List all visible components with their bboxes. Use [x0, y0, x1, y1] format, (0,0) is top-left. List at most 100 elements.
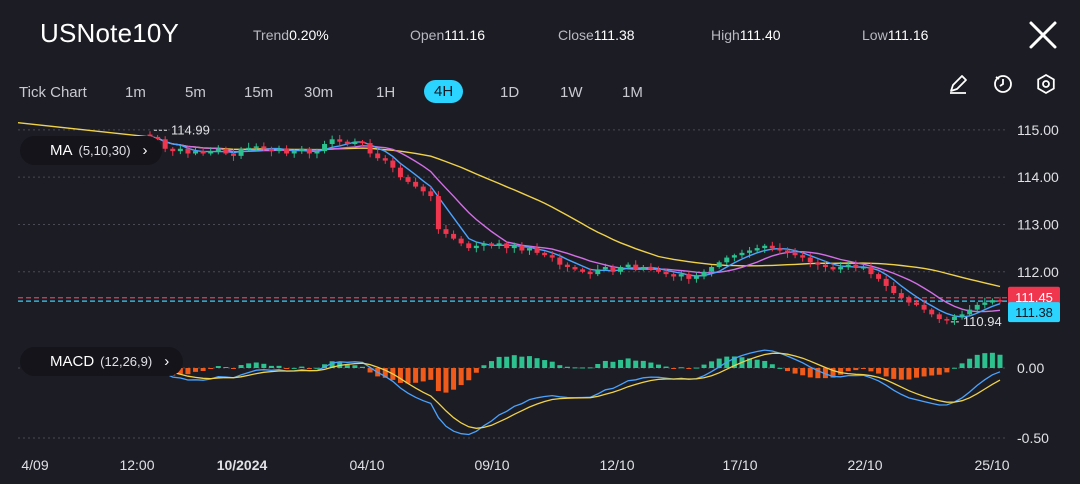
macd-hist-down: [929, 368, 935, 376]
tf-1h[interactable]: 1H: [376, 84, 396, 101]
draw-button[interactable]: [947, 73, 969, 95]
candle-down: [549, 255, 555, 258]
tf-1m[interactable]: 1m: [125, 84, 146, 101]
trend-stat: Trend0.20%: [253, 27, 329, 43]
macd-hist-down: [185, 368, 191, 375]
candle-down: [868, 267, 874, 275]
candle-down: [375, 153, 381, 159]
candle-up: [701, 271, 707, 277]
macd-hist-down: [898, 368, 904, 380]
x-tick-label: 22/10: [847, 457, 882, 473]
tf-1w[interactable]: 1W: [560, 84, 583, 101]
candle-down: [170, 148, 176, 152]
macd-hist-up: [215, 366, 221, 368]
candle-down: [162, 139, 168, 149]
candle-down: [443, 229, 449, 234]
ma-params: (5,10,30): [78, 143, 131, 158]
tf-15m[interactable]: 15m: [244, 84, 274, 101]
macd-label: MACD: [50, 353, 95, 370]
candle-up: [951, 316, 957, 321]
candle-down: [382, 158, 388, 161]
candle-up: [709, 267, 715, 272]
macd-hist-down: [860, 368, 866, 370]
macd-hist-up: [618, 359, 624, 368]
tf-1d[interactable]: 1D: [500, 84, 520, 101]
macd-hist-down: [382, 368, 388, 378]
macd-hist-up: [238, 365, 244, 368]
ma-indicator-pill[interactable]: MA (5,10,30) ›: [20, 136, 162, 165]
macd-hist-up: [268, 365, 274, 368]
candle-up: [747, 250, 753, 253]
candle-up: [739, 252, 745, 256]
tf-30m[interactable]: 30m: [304, 84, 334, 101]
macd-hist-up: [731, 356, 737, 368]
settings-button[interactable]: [1035, 73, 1057, 95]
macd-hist-up: [709, 361, 715, 368]
candle-up: [959, 314, 965, 317]
candle-up: [716, 262, 722, 268]
tf-5m[interactable]: 5m: [185, 84, 206, 101]
candle-down: [306, 148, 312, 154]
candle-up: [974, 304, 980, 310]
candle-down: [610, 267, 616, 272]
candle-up: [314, 151, 320, 154]
candle-up: [595, 269, 601, 275]
tf-tick-chart[interactable]: Tick Chart: [19, 84, 87, 101]
candle-down: [466, 243, 472, 249]
candle-down: [344, 141, 350, 145]
tf-1mo[interactable]: 1M: [622, 84, 643, 101]
ma-label: MA: [50, 142, 73, 159]
candle-down: [655, 269, 661, 272]
tf-4h[interactable]: 4H: [424, 80, 464, 103]
macd-hist-up: [982, 353, 988, 368]
candle-down: [671, 274, 677, 277]
candle-down: [534, 248, 540, 253]
candle-down: [785, 250, 790, 253]
candle-down: [815, 262, 821, 265]
macd-hist-up: [762, 360, 768, 368]
candle-down: [557, 257, 563, 265]
macd-hist-down: [800, 368, 806, 376]
macd-hist-up: [716, 358, 722, 368]
candle-down: [807, 257, 813, 263]
ma5-line: [149, 136, 1001, 318]
macd-hist-down: [466, 368, 472, 381]
candle-up: [322, 144, 328, 152]
macd-hist-down: [822, 368, 828, 379]
symbol-title: USNote10Y: [40, 18, 180, 48]
candle-up: [618, 267, 624, 272]
candle-down: [489, 243, 495, 246]
macd-y-tick-label: -0.50: [1017, 430, 1049, 446]
close-button[interactable]: [1028, 20, 1058, 50]
reference-price-label: 111.45: [1015, 290, 1053, 305]
macd-hist-up: [261, 363, 267, 368]
macd-hist-down: [193, 368, 199, 372]
macd-hist-up: [587, 367, 593, 369]
macd-hist-up: [526, 356, 532, 368]
macd-hist-up: [223, 367, 229, 369]
candle-up: [253, 146, 259, 148]
low-stat: Low111.16: [862, 27, 929, 43]
macd-hist-up: [534, 358, 540, 368]
macd-hist-down: [306, 368, 312, 369]
macd-hist-up: [997, 354, 1003, 368]
timer-button[interactable]: [992, 73, 1014, 95]
macd-hist-up: [504, 356, 510, 368]
candle-up: [602, 267, 608, 270]
macd-hist-up: [352, 365, 358, 368]
candle-down: [284, 148, 290, 154]
macd-hist-up: [549, 361, 555, 368]
last-price-badge: [1008, 302, 1060, 323]
candle-up: [754, 248, 760, 251]
candle-up: [845, 264, 851, 268]
pencil-icon: [950, 75, 967, 94]
candle-down: [564, 264, 570, 268]
macd-indicator-pill[interactable]: MACD (12,26,9) ›: [20, 347, 184, 376]
macd-hist-up: [951, 367, 957, 369]
macd-hist-up: [276, 365, 282, 368]
macd-hist-up: [557, 365, 563, 368]
candle-up: [526, 248, 532, 251]
candle-down: [883, 278, 889, 286]
macd-hist-down: [876, 368, 882, 374]
